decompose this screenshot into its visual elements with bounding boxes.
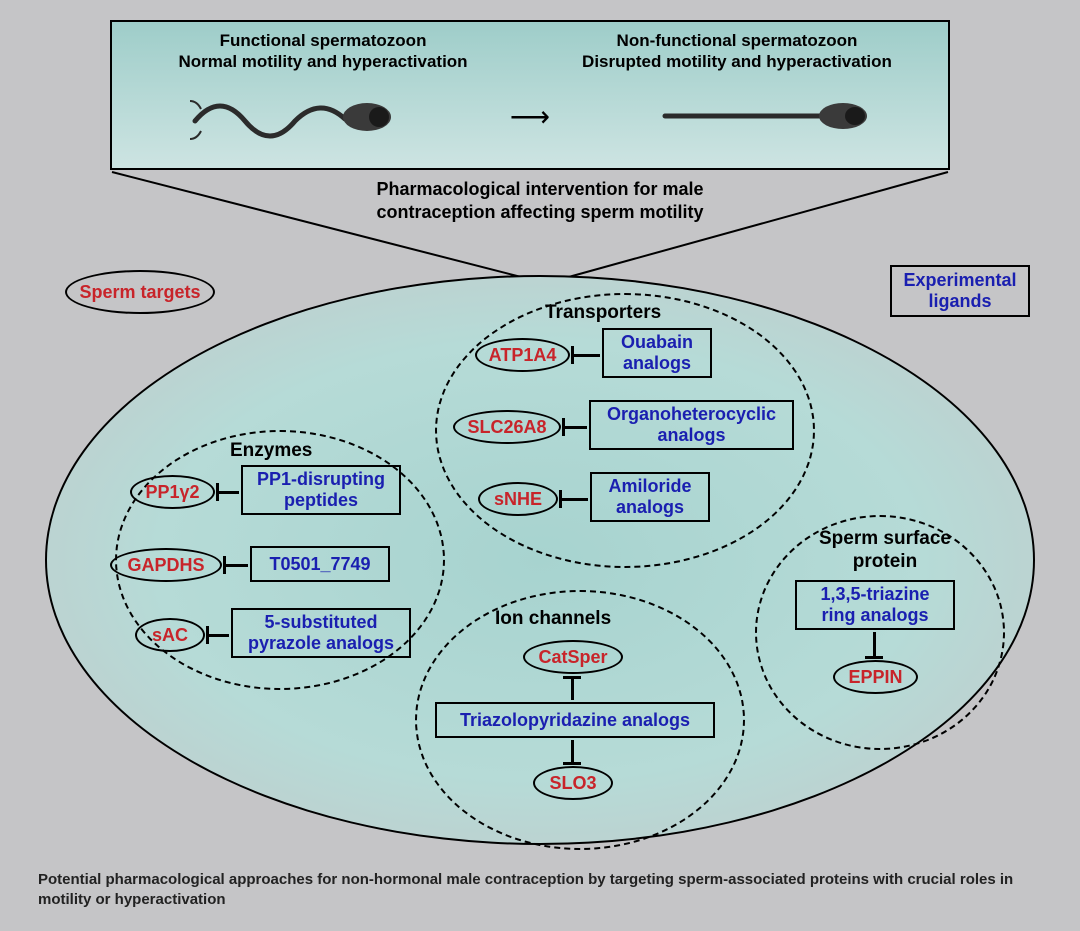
legend-sperm-targets: Sperm targets [65,270,215,314]
functional-l1: Functional spermatozoon [220,31,427,50]
inhibition-cap [571,346,574,364]
target-atp1a4: ATP1A4 [475,338,570,372]
ligand-t0501: T0501_7749 [250,546,390,582]
target-eppin: EPPIN [833,660,918,694]
diagram-container: Functional spermatozoon Normal motility … [35,20,1045,855]
target-snhe: sNHE [478,482,558,516]
legend-ligands: Experimental ligands [890,265,1030,317]
inhibition-cap [563,676,581,679]
inhibition-connector [224,564,248,567]
target-slo3: SLO3 [533,766,613,800]
target-gapdhs: GAPDHS [110,548,222,582]
target-catsper: CatSper [523,640,623,674]
subtitle-l2: contraception affecting sperm motility [376,202,703,222]
ligand-pp1: PP1-disruptingpeptides [241,465,401,515]
inhibition-connector [572,354,600,357]
nonfunctional-title: Non-functional spermatozoon Disrupted mo… [546,30,928,73]
inhibition-connector [571,676,574,700]
nonfunctional-sperm-icon [655,86,875,146]
surface-title: Sperm surface protein [810,528,960,574]
target-pp1g2: PP1γ2 [130,475,215,509]
functional-l2: Normal motility and hyperactivation [179,52,468,71]
subtitle-l1: Pharmacological intervention for male [376,179,703,199]
inhibition-connector [873,632,876,658]
inhibition-connector [217,491,239,494]
ligand-pyrazole: 5-substitutedpyrazole analogs [231,608,411,658]
legend-ligands-label: Experimental ligands [903,270,1016,311]
sperm-illustration-row: ⟶ [132,73,928,161]
target-slc26a8: SLC26A8 [453,410,561,444]
functional-title: Functional spermatozoon Normal motility … [132,30,514,73]
top-titles: Functional spermatozoon Normal motility … [132,30,928,73]
figure-caption: Potential pharmacological approaches for… [38,870,1042,911]
ion-channels-title: Ion channels [495,608,611,631]
top-box: Functional spermatozoon Normal motility … [110,20,950,170]
enzymes-title: Enzymes [230,440,312,463]
ligand-triazine: 1,3,5-triazinering analogs [795,580,955,630]
transporters-title: Transporters [545,302,661,325]
arrow-icon: ⟶ [510,100,550,133]
inhibition-connector [560,498,588,501]
nonfunctional-l2: Disrupted motility and hyperactivation [582,52,892,71]
target-sac: sAC [135,618,205,652]
ligand-triazolo: Triazolopyridazine analogs [435,702,715,738]
ligand-ouabain: Ouabainanalogs [602,328,712,378]
functional-sperm-icon [185,81,405,151]
ligand-amiloride: Amilorideanalogs [590,472,710,522]
inhibition-cap [223,556,226,574]
subtitle: Pharmacological intervention for male co… [35,178,1045,223]
inhibition-cap [559,490,562,508]
inhibition-connector [571,740,574,764]
inhibition-cap [865,656,883,659]
inhibition-cap [563,762,581,765]
ligand-organohetero: Organoheterocyclicanalogs [589,400,794,450]
legend-targets-label: Sperm targets [79,282,200,303]
inhibition-cap [216,483,219,501]
inhibition-connector [563,426,587,429]
inhibition-cap [206,626,209,644]
nonfunctional-l1: Non-functional spermatozoon [617,31,858,50]
inhibition-connector [207,634,229,637]
inhibition-cap [562,418,565,436]
